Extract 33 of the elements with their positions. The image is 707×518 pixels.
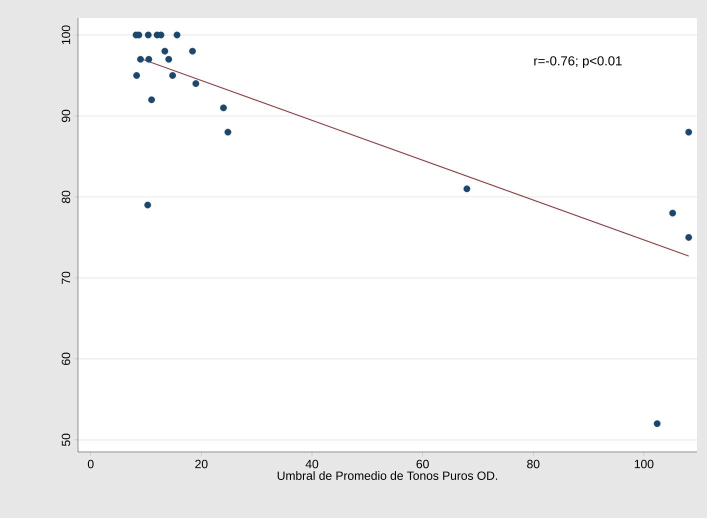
point bbox=[144, 32, 152, 38]
y-tick-label: 100 bbox=[62, 25, 70, 44]
y-tick-label: 60 bbox=[62, 352, 70, 365]
x-axis-title: Umbral de Promedio de Tonos Puros OD. bbox=[278, 471, 498, 480]
y-tick-label: 90 bbox=[62, 110, 70, 122]
annotation: r=-0.76; p<0.01 bbox=[534, 56, 622, 68]
point bbox=[654, 420, 661, 428]
point bbox=[161, 48, 168, 55]
point bbox=[144, 202, 152, 208]
point bbox=[137, 56, 144, 63]
point bbox=[174, 32, 180, 38]
x-tick-label: 20 bbox=[195, 460, 208, 468]
point bbox=[148, 96, 155, 104]
point bbox=[169, 72, 176, 79]
y-tick-label: 80 bbox=[62, 190, 70, 204]
x-tick-label: 40 bbox=[306, 460, 318, 468]
point bbox=[463, 185, 470, 192]
point bbox=[685, 234, 692, 241]
x-tick-label: 100 bbox=[634, 460, 654, 468]
x-tick-label: 0 bbox=[88, 460, 94, 468]
y-tick-label: 70 bbox=[62, 272, 70, 284]
x-tick-label: 60 bbox=[416, 460, 429, 468]
point bbox=[685, 128, 692, 136]
point bbox=[220, 104, 227, 112]
point bbox=[165, 56, 172, 63]
point bbox=[189, 48, 196, 55]
point bbox=[133, 72, 140, 79]
point bbox=[669, 210, 676, 217]
point bbox=[145, 56, 152, 63]
x-tick-label: 80 bbox=[527, 460, 540, 468]
point bbox=[192, 80, 200, 87]
point bbox=[224, 128, 232, 136]
y-tick-label: 50 bbox=[62, 434, 70, 446]
